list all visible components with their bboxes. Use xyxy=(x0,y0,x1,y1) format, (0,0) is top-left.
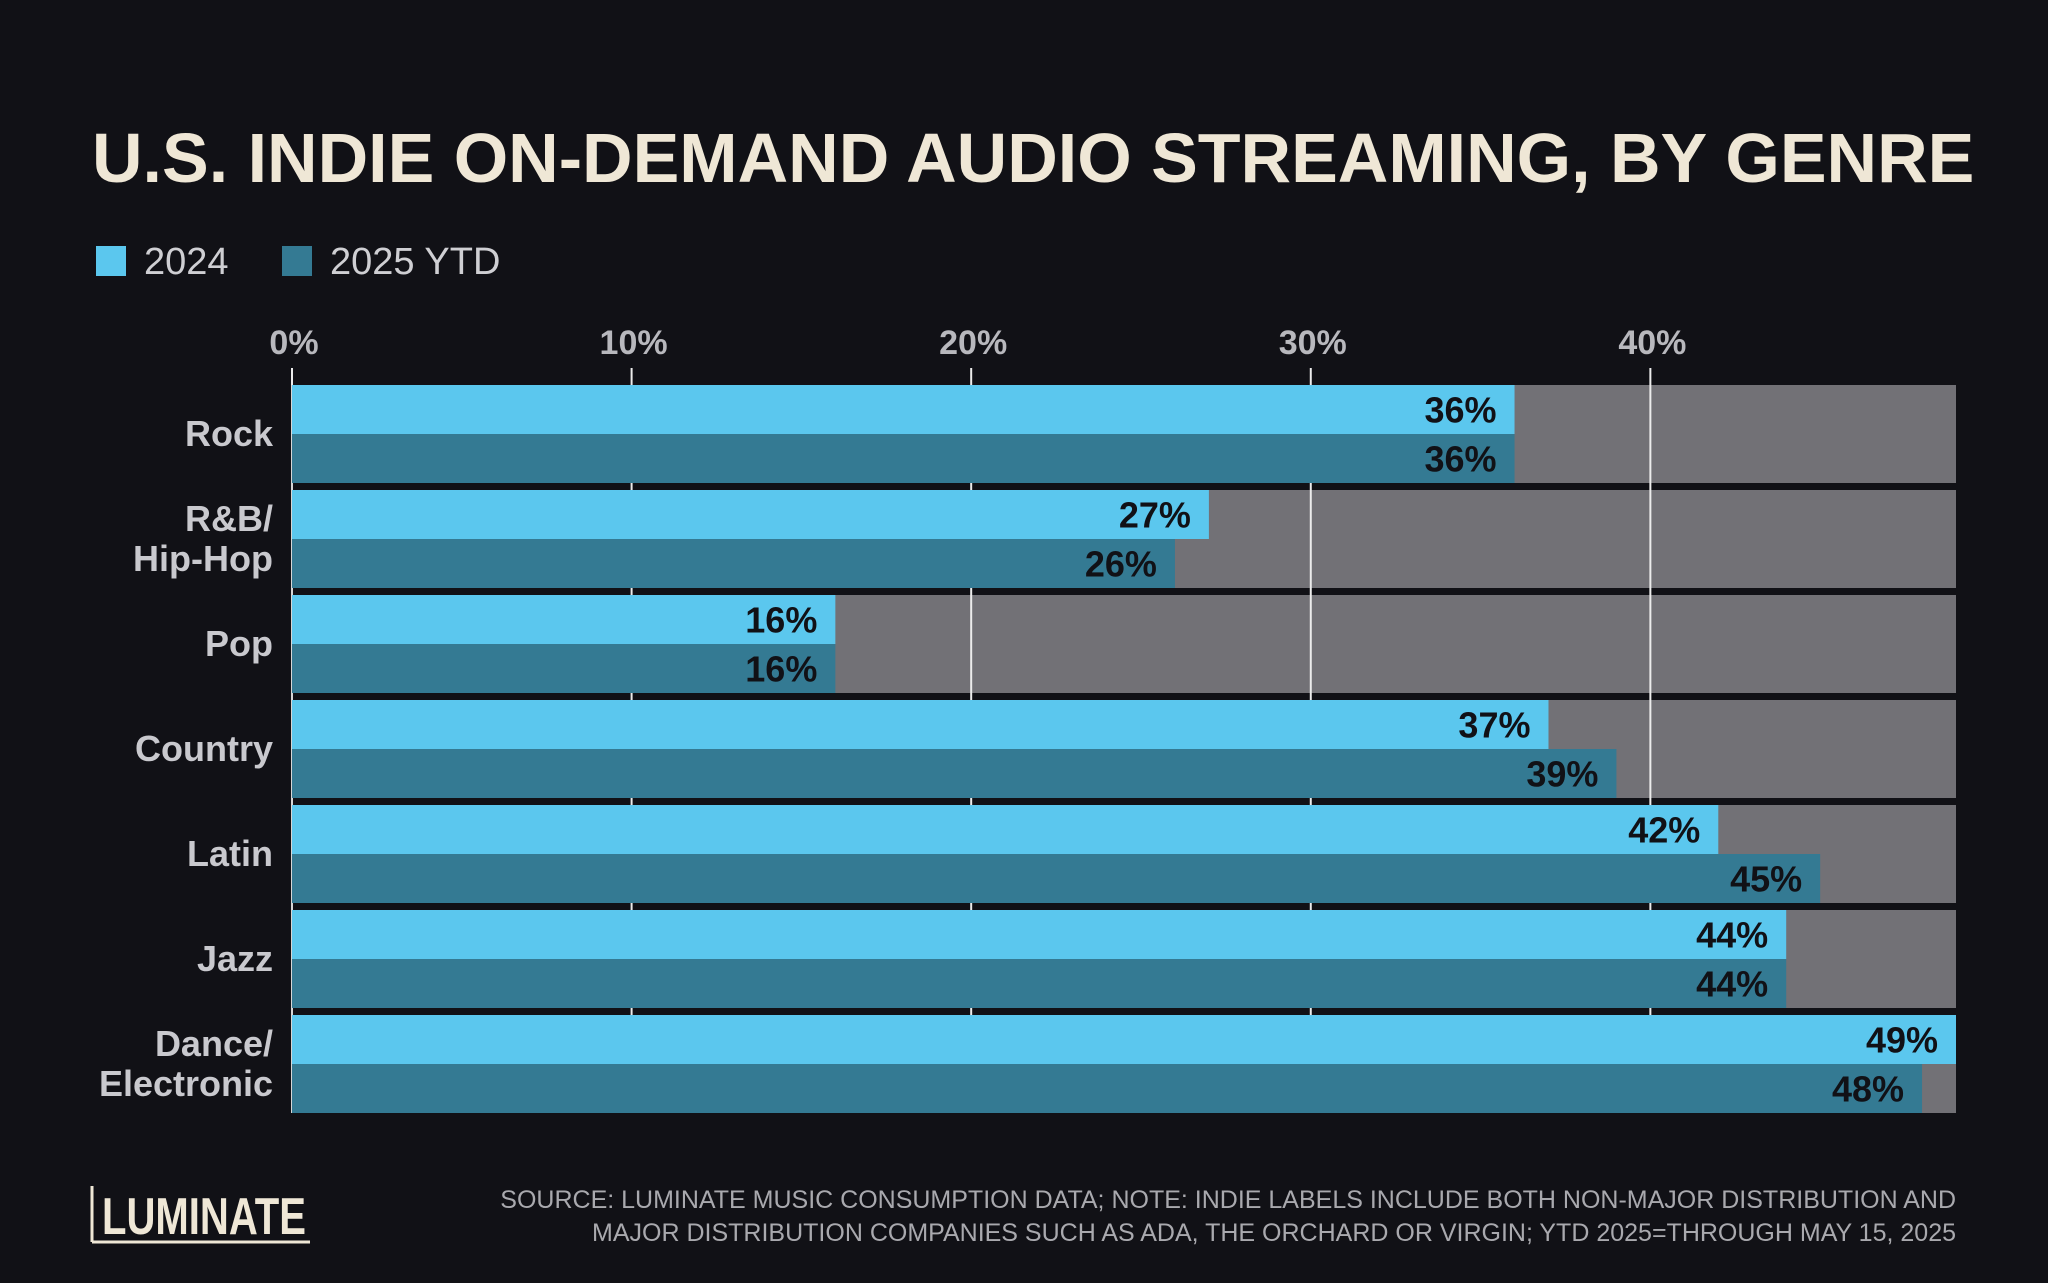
source-note-line-2: MAJOR DISTRIBUTION COMPANIES SUCH AS ADA… xyxy=(592,1219,1956,1247)
data-label: 27% xyxy=(1119,495,1191,536)
data-label: 37% xyxy=(1458,705,1530,746)
legend-label-2025-ytd: 2025 YTD xyxy=(330,241,501,283)
x-tick-label: 20% xyxy=(939,324,1007,362)
data-label: 48% xyxy=(1832,1069,1904,1110)
bars xyxy=(292,385,1956,1113)
bar-2025-ytd xyxy=(292,644,836,693)
category-label: Pop xyxy=(205,623,273,664)
category-label: Dance/Electronic xyxy=(99,1023,273,1104)
data-label: 42% xyxy=(1628,810,1700,851)
data-label: 45% xyxy=(1730,859,1802,900)
bar-2025-ytd xyxy=(292,854,1821,903)
bar-2025-ytd xyxy=(292,749,1617,798)
category-labels: Rock R&B/Hip-Hop Pop Country Latin Jazz Dance/… xyxy=(99,413,274,1104)
bar-2024 xyxy=(292,385,1515,434)
data-label: 39% xyxy=(1526,754,1598,795)
bar-2025-ytd xyxy=(292,959,1787,1008)
bar-2025-ytd xyxy=(292,539,1175,588)
bar-2025-ytd xyxy=(292,1064,1923,1113)
bar-2024 xyxy=(292,1015,1956,1064)
legend-swatch-2024 xyxy=(96,246,126,276)
data-label: 36% xyxy=(1424,390,1496,431)
x-tick-label: 10% xyxy=(600,324,668,362)
category-label: Latin xyxy=(187,833,273,874)
data-label: 16% xyxy=(745,600,817,641)
data-label: 26% xyxy=(1085,544,1157,585)
bar-2024 xyxy=(292,490,1209,539)
source-note: SOURCE: LUMINATE MUSIC CONSUMPTION DATA;… xyxy=(500,1184,1956,1250)
chart-title: U.S. INDIE ON-DEMAND AUDIO STREAMING, BY… xyxy=(92,119,1975,197)
logo-text: LUMINATE xyxy=(102,1188,306,1246)
data-label: 49% xyxy=(1866,1020,1938,1061)
data-label: 44% xyxy=(1696,964,1768,1005)
x-tick-label: 0% xyxy=(269,324,318,362)
category-label: Country xyxy=(135,728,273,769)
category-label: Rock xyxy=(185,413,274,454)
bar-2024 xyxy=(292,805,1719,854)
bar-2024 xyxy=(292,595,836,644)
category-label: R&B/Hip-Hop xyxy=(133,498,273,579)
bar-2024 xyxy=(292,910,1787,959)
x-tick-labels: 0% 10% 20% 30% 40% xyxy=(269,324,1686,362)
luminate-logo: LUMINATE xyxy=(90,1186,310,1246)
bar-2024 xyxy=(292,700,1549,749)
source-note-line-1: SOURCE: LUMINATE MUSIC CONSUMPTION DATA;… xyxy=(500,1186,1956,1214)
x-tick-label: 40% xyxy=(1618,324,1686,362)
bar-2025-ytd xyxy=(292,434,1515,483)
legend-swatch-2025-ytd xyxy=(282,246,312,276)
legend-label-2024: 2024 xyxy=(144,241,229,283)
x-tick-label: 30% xyxy=(1279,324,1347,362)
data-labels: 36% 36% 27% 26% 16% 16% 37% 39% 42% 45% 44% 44% 49% 4… xyxy=(745,390,1938,1110)
data-label: 36% xyxy=(1424,439,1496,480)
category-label: Jazz xyxy=(197,938,273,979)
data-label: 44% xyxy=(1696,915,1768,956)
data-label: 16% xyxy=(745,649,817,690)
